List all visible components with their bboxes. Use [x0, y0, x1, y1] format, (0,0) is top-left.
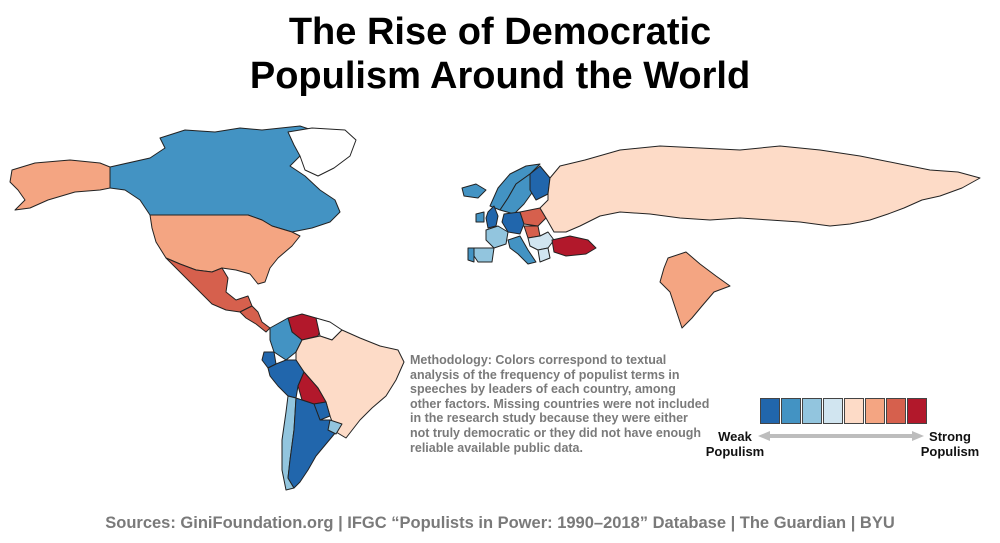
- region-united-kingdom: [485, 205, 499, 229]
- region-ireland: [475, 211, 485, 223]
- map-title: The Rise of Democratic Populism Around t…: [0, 10, 1000, 98]
- region-portugal: [467, 247, 475, 263]
- region-india: [659, 251, 731, 329]
- region-turkey: [551, 235, 597, 257]
- region-uruguay: [327, 419, 343, 435]
- legend-strong-label: Strong Populism: [920, 429, 980, 459]
- legend-swatch-8: [907, 398, 927, 424]
- region-greenland: [287, 127, 357, 177]
- region-greece: [537, 247, 551, 263]
- methodology-note: Methodology: Colors correspond to textua…: [410, 353, 710, 455]
- region-italy: [507, 235, 537, 265]
- title-line-2: Populism Around the World: [249, 55, 751, 97]
- legend-swatch-7: [886, 398, 906, 424]
- region-finland: [529, 165, 551, 201]
- legend-swatch-6: [865, 398, 885, 424]
- legend-swatch-1: [760, 398, 780, 424]
- legend-weak-label: Weak Populism: [705, 429, 765, 459]
- legend-swatch-5: [844, 398, 864, 424]
- region-spain: [473, 247, 495, 263]
- double-arrow-icon: [758, 431, 924, 441]
- region-peru: [267, 359, 305, 399]
- legend-swatch-2: [781, 398, 801, 424]
- populism-legend: [760, 398, 928, 424]
- region-alaska: [9, 159, 111, 211]
- region-mexico: [165, 257, 253, 313]
- region-iceland: [461, 183, 487, 199]
- region-central-america: [239, 305, 271, 333]
- region-france: [485, 225, 509, 249]
- region-russia: [539, 145, 981, 233]
- region-poland: [519, 207, 547, 227]
- legend-swatch-4: [823, 398, 843, 424]
- region-argentina: [287, 397, 337, 489]
- title-line-1: The Rise of Democratic: [288, 11, 712, 53]
- legend-swatch-3: [802, 398, 822, 424]
- region-balkans: [527, 231, 555, 251]
- sources-footer: Sources: GiniFoundation.org | IFGC “Popu…: [105, 514, 895, 532]
